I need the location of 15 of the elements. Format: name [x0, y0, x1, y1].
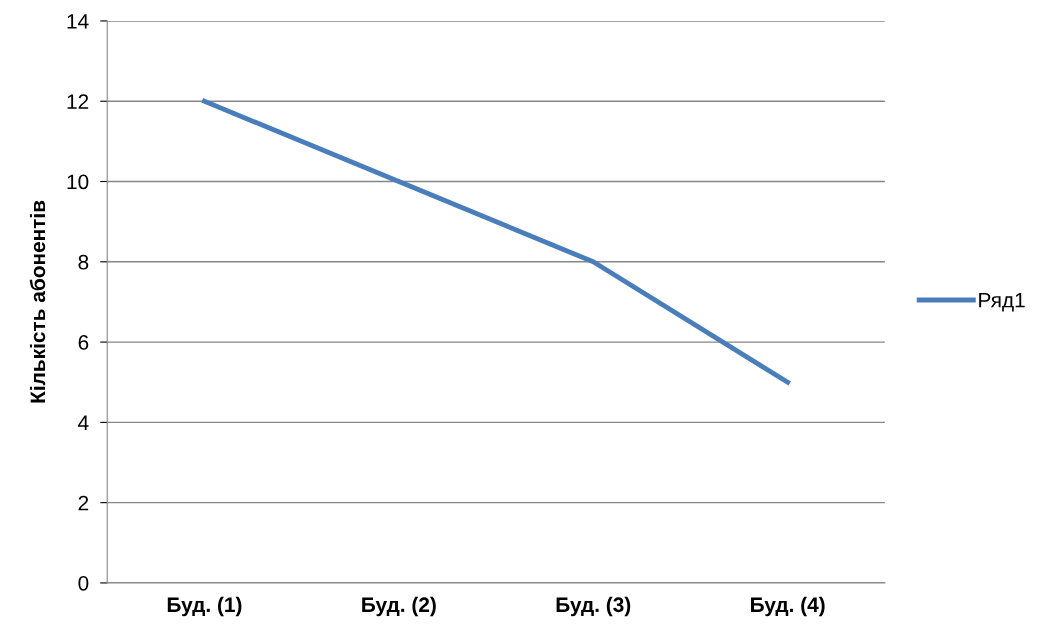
y-tick-label: 4 — [78, 415, 89, 430]
y-tick-label: 8 — [78, 254, 89, 270]
x-tick-label: Буд. (1) — [167, 596, 242, 617]
x-tick-label: Буд. (3) — [556, 596, 631, 617]
y-tick-label: 14 — [67, 14, 89, 29]
x-tick-label: Буд. (2) — [362, 596, 436, 617]
y-tick-label: 12 — [67, 94, 89, 109]
legend-label: Ряд1 — [979, 293, 1025, 312]
y-axis-title: Кількість абонентів — [29, 200, 46, 403]
y-tick-label: 10 — [67, 174, 89, 190]
y-tick-label: 0 — [78, 575, 89, 591]
y-tick-label: 6 — [78, 335, 89, 350]
line-series — [202, 98, 791, 385]
x-tick-label: Буд. (4) — [751, 596, 825, 617]
y-tick-label: 2 — [78, 495, 89, 511]
